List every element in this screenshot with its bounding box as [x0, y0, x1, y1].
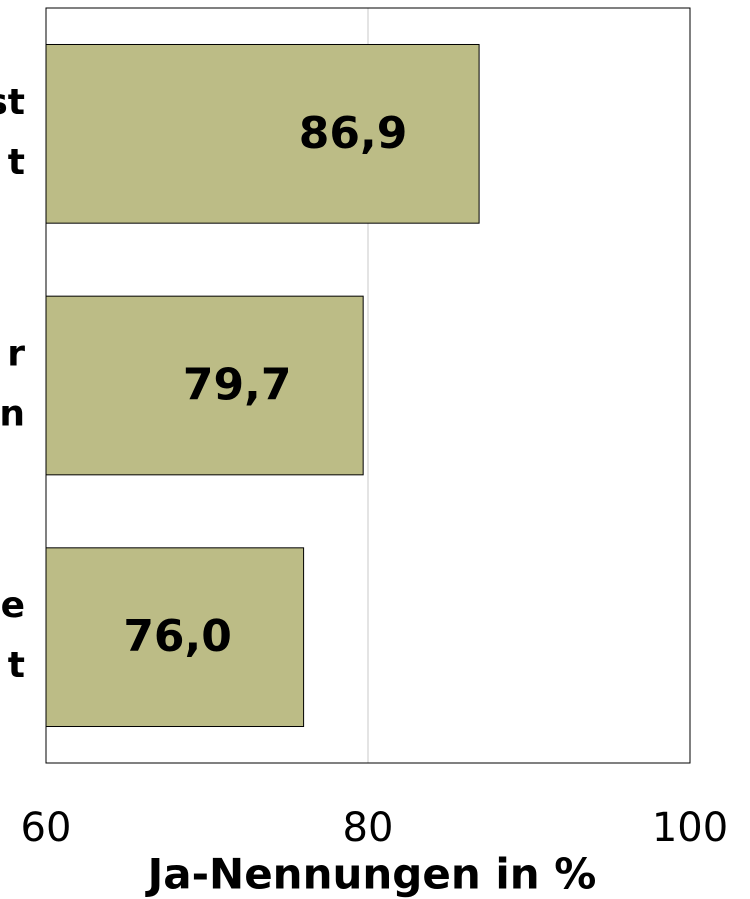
y-tick-label: st [0, 82, 25, 123]
x-tick-label: 80 [343, 805, 394, 851]
bar [45, 295, 364, 476]
value-label: 76,0 [123, 611, 232, 662]
y-tick-label: n [0, 394, 25, 435]
y-tick-label: r [7, 334, 25, 375]
x-tick-label: 60 [21, 805, 72, 851]
bar [45, 547, 305, 728]
y-tick-label: e [1, 585, 25, 626]
value-label: 86,9 [299, 108, 408, 159]
bar [45, 43, 480, 224]
y-tick-label: t [8, 142, 25, 183]
x-axis-title: Ja-Nennungen in % [145, 850, 597, 899]
y-tick-label: t [8, 645, 25, 686]
value-label: 79,7 [183, 360, 292, 411]
x-tick-label: 100 [652, 805, 728, 851]
